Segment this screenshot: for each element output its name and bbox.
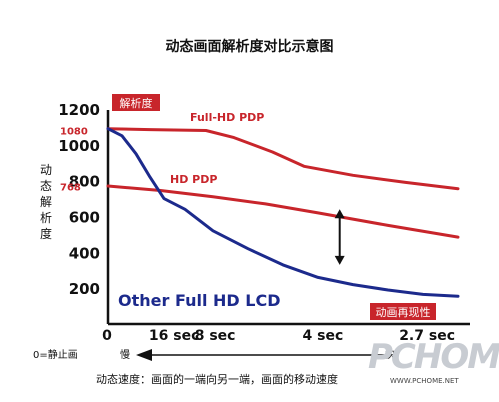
y-axis-label: 动态解析度 <box>39 163 52 241</box>
x-tick-label-3: 4 sec <box>303 328 344 344</box>
chart-title: 动态画面解析度对比示意图 <box>165 39 334 55</box>
watermark-brand: PCHOME <box>368 337 499 377</box>
y-tick-label-3: 800 <box>69 173 100 191</box>
y-tick-label-0: 200 <box>69 280 100 298</box>
y-special-label-1: 768 <box>60 182 81 193</box>
y-tick-label-1: 400 <box>69 244 100 262</box>
series-other-lcd-line <box>106 127 460 298</box>
x-axis-tag: 动画再现性 <box>376 305 431 319</box>
double-arrow-head-bottom <box>334 255 345 265</box>
label-slow: 慢 <box>120 349 130 361</box>
x-axis-caption: 动态速度：画面的一端向另一端，画面的移动速度 <box>96 373 338 386</box>
label-fast: 快 <box>385 349 395 361</box>
x-tick-label-1: 16 sec <box>149 328 199 344</box>
x-tick-label-4: 2.7 sec <box>399 328 455 344</box>
watermark-url: WWW.PCHOME.NET <box>390 377 459 385</box>
series-label-other-lcd: Other Full HD LCD <box>118 291 280 310</box>
label-static-image: 0=静止画 <box>33 348 78 361</box>
x-tick-label-0: 0 <box>102 328 112 344</box>
x-tick-label-2: 8 sec <box>195 328 236 344</box>
double-arrow-head-top <box>334 209 345 219</box>
series-full-hd-pdp-line <box>106 127 460 191</box>
speed-arrow-head <box>136 349 152 361</box>
y-tick-label-5: 1200 <box>58 101 100 119</box>
x-axis-tag-box <box>370 303 436 320</box>
y-axis-tag: 解析度 <box>120 96 153 110</box>
y-axis-tag-box <box>112 94 160 111</box>
series-label-hd-pdp: HD PDP <box>170 173 217 186</box>
series-label-full-hd-pdp: Full-HD PDP <box>190 111 264 124</box>
y-tick-label-4: 1000 <box>58 137 100 155</box>
y-special-label-0: 1080 <box>60 126 88 137</box>
pchome-watermark-logo: PCHOME WWW.PCHOME.NET <box>368 333 499 393</box>
y-tick-label-2: 600 <box>69 208 100 226</box>
